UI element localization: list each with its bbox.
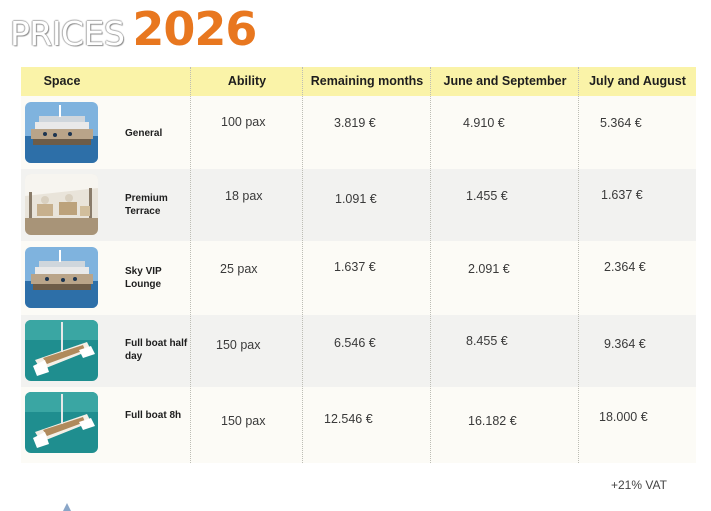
june-september-price: 8.455 € [466, 334, 508, 348]
july-august-price: 2.364 € [604, 260, 646, 274]
boat-deck-photo-icon [25, 102, 98, 163]
ability-value: 150 pax [216, 338, 261, 352]
column-divider [302, 67, 303, 463]
table-row [21, 169, 696, 241]
ability-value: 100 pax [221, 115, 266, 129]
remaining-price: 1.091 € [335, 192, 377, 206]
space-name: General [125, 128, 163, 139]
table-header: Space Ability Remaining months June and … [21, 67, 696, 96]
ability-value: 150 pax [221, 414, 266, 428]
column-divider [578, 67, 579, 463]
table-row [21, 241, 696, 315]
space-name: Full boat 8h [125, 410, 182, 421]
header-space: Space [43, 74, 81, 88]
title-prices: PRICES [10, 14, 125, 53]
ability-value: 18 pax [225, 189, 263, 203]
june-september-price: 2.091 € [468, 262, 510, 276]
table-row [21, 315, 696, 387]
june-september-price: 16.182 € [468, 414, 517, 428]
column-divider [190, 67, 191, 463]
catamaran-photo-icon [25, 392, 98, 453]
table-row [21, 387, 696, 463]
space-name: Full boat half day [125, 338, 188, 362]
space-name: Sky VIP Lounge [125, 266, 162, 290]
remaining-price: 1.637 € [334, 260, 376, 274]
ability-value: 25 pax [220, 262, 258, 276]
table-row [21, 96, 696, 169]
july-august-price: 5.364 € [600, 116, 642, 130]
terrace-photo-icon [25, 174, 98, 235]
remaining-price: 12.546 € [324, 412, 373, 426]
space-name: Premium Terrace [125, 193, 168, 217]
july-august-price: 18.000 € [599, 410, 648, 424]
vat-note: +21% VAT [611, 478, 667, 492]
catamaran-photo-icon [25, 320, 98, 381]
price-table: Space Ability Remaining months June and … [21, 67, 696, 463]
july-august-price: 9.364 € [604, 337, 646, 351]
page-title: PRICES 2026 [10, 2, 257, 58]
boat-deck-photo-icon [25, 247, 98, 308]
july-august-price: 1.637 € [601, 188, 643, 202]
column-divider [430, 67, 431, 463]
remaining-price: 3.819 € [334, 116, 376, 130]
header-ability: Ability [227, 74, 267, 88]
header-june-september: June and September [443, 74, 567, 88]
june-september-price: 1.455 € [466, 189, 508, 203]
cursor-icon [63, 503, 71, 511]
header-july-august: July and August [589, 74, 686, 88]
title-year: 2026 [132, 2, 257, 56]
june-september-price: 4.910 € [463, 116, 505, 130]
header-remaining-months: Remaining months [310, 74, 424, 88]
remaining-price: 6.546 € [334, 336, 376, 350]
